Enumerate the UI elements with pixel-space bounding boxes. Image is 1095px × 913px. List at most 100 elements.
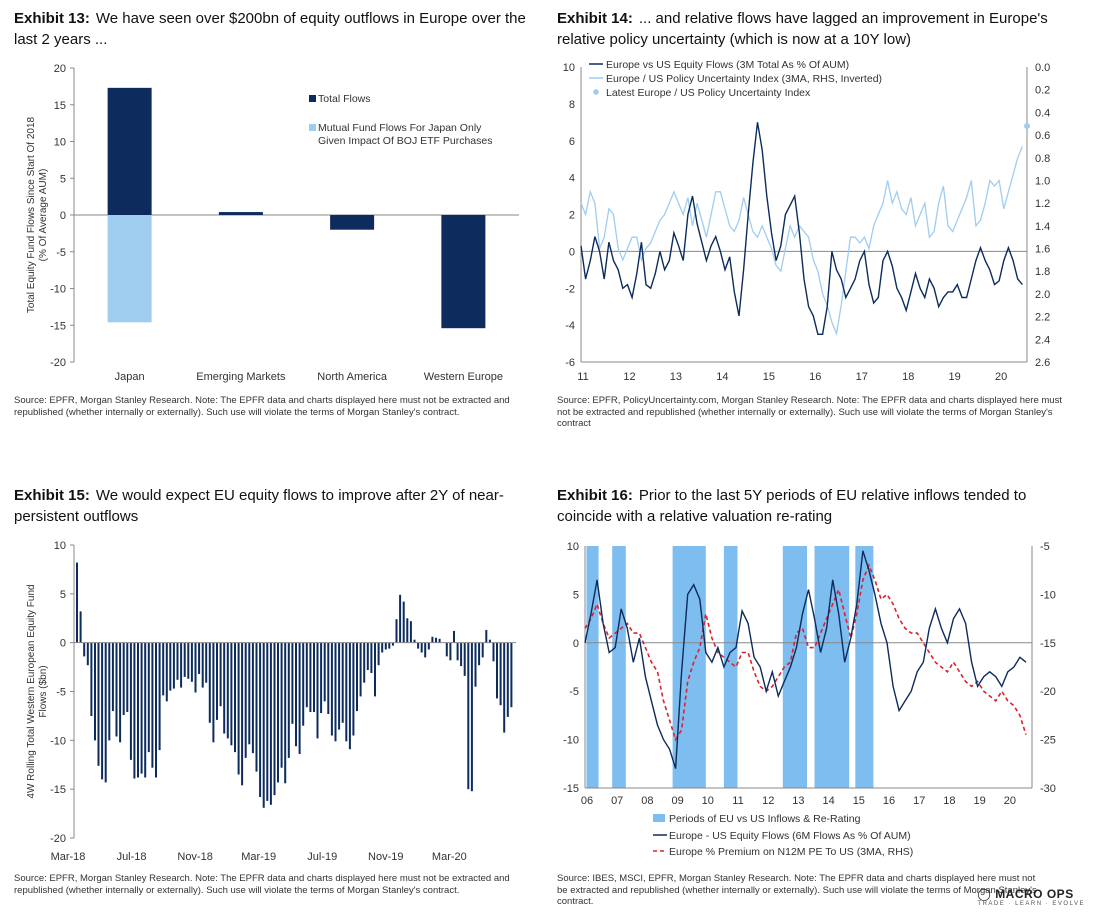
x-tick-label: Mar-20 — [432, 851, 467, 863]
bar-total-flows — [330, 215, 375, 230]
x-tick-label: 18 — [943, 795, 955, 807]
flow-bar — [295, 642, 297, 747]
flow-bar — [180, 642, 183, 688]
y2-tick-label: 1.0 — [1035, 175, 1050, 187]
flow-bar — [269, 642, 272, 805]
flow-bar — [302, 642, 305, 726]
flow-bar — [158, 642, 161, 751]
y-tick-label: 20 — [54, 63, 66, 75]
macro-ops-logo: ◯ MACRO OPS TRADE · LEARN · EVOLVE — [977, 887, 1085, 907]
equity-flows-line — [580, 122, 1023, 335]
flow-bar — [266, 642, 269, 801]
x-tick-label: 12 — [762, 795, 774, 807]
flow-bar — [420, 642, 423, 653]
exhibit-15-title: Exhibit 15: We would expect EU equity flo… — [14, 487, 504, 525]
flow-bar — [169, 642, 172, 691]
legend-swatch-mutual — [309, 124, 316, 131]
exhibit-13-title: Exhibit 13: We have seen over $200bn of e… — [14, 10, 526, 48]
flow-bar — [506, 642, 509, 717]
exhibit-14-source: Source: EPFR, PolicyUncertainty.com, Mor… — [557, 395, 1062, 429]
flow-bar — [147, 642, 150, 753]
flow-bar — [241, 642, 244, 786]
flow-bar — [165, 642, 168, 702]
y2-tick-label: 0.6 — [1035, 130, 1050, 142]
flow-bar — [492, 642, 495, 662]
equity-flows-line — [584, 550, 1027, 769]
flow-bar — [496, 642, 498, 699]
flow-bar — [413, 639, 416, 643]
y2-tick-label: -30 — [1040, 783, 1056, 795]
y2-tick-label: -25 — [1040, 735, 1056, 747]
flow-bar — [176, 642, 179, 680]
x-tick-label: 19 — [949, 371, 961, 383]
flow-bar — [97, 642, 100, 766]
logo-icon: ◯ — [977, 887, 996, 901]
exhibit-16-title: Exhibit 16: Prior to the last 5Y periods … — [557, 487, 1027, 525]
x-tick-label: 18 — [902, 371, 914, 383]
flow-bar — [251, 642, 254, 754]
y2-tick-label: 0.4 — [1035, 107, 1050, 119]
y2-tick-label: -15 — [1040, 638, 1056, 650]
y-tick-label: -20 — [50, 833, 66, 845]
flow-bar — [488, 639, 491, 643]
legend-label-latest: Latest Europe / US Policy Uncertainty In… — [606, 87, 811, 99]
flow-bar — [456, 642, 459, 661]
flow-bar — [259, 642, 262, 797]
flow-bar — [119, 642, 122, 743]
flow-bar — [320, 642, 323, 713]
y-tick-label: 8 — [569, 99, 575, 111]
x-tick-label: 14 — [716, 371, 728, 383]
x-category-label: North America — [317, 371, 388, 383]
legend-label-flows: Europe - US Equity Flows (6M Flows As % … — [669, 830, 911, 842]
flow-bar — [183, 642, 186, 677]
flow-bar — [366, 642, 369, 670]
x-tick-label: 08 — [641, 795, 653, 807]
flow-bar — [122, 642, 125, 715]
flow-bar — [305, 642, 308, 708]
flow-bar — [409, 621, 412, 643]
y-tick-label: 5 — [60, 173, 66, 185]
bar-total-flows — [218, 212, 263, 215]
y-tick-label: -5 — [56, 687, 66, 699]
x-tick-label: 13 — [792, 795, 804, 807]
y-tick-label: 15 — [54, 100, 66, 112]
y2-tick-label: 2.0 — [1035, 289, 1050, 301]
inflow-rerating-band — [855, 546, 874, 788]
x-category-label: Western Europe — [424, 371, 503, 383]
flow-bar — [313, 642, 315, 712]
flow-bar — [76, 562, 78, 643]
flow-bar — [391, 642, 394, 646]
y-tick-label: -10 — [50, 735, 66, 747]
flow-bar — [234, 642, 236, 753]
flow-bar — [155, 642, 157, 778]
flow-bar — [438, 638, 441, 643]
flow-bar — [359, 642, 362, 697]
x-tick-label: 15 — [853, 795, 865, 807]
x-category-label: Emerging Markets — [196, 371, 286, 383]
flow-bar — [280, 642, 283, 768]
flow-bar — [162, 642, 165, 696]
flow-bar — [86, 642, 89, 666]
x-category-label: Japan — [115, 371, 145, 383]
flow-bar — [237, 642, 240, 775]
flow-bar — [467, 642, 470, 790]
flow-bar — [485, 630, 488, 643]
bar-total-flows — [441, 215, 486, 329]
x-tick-label: Jul-18 — [117, 851, 147, 863]
flow-bar — [255, 642, 258, 772]
flow-bar — [499, 642, 502, 706]
y2-tick-label: -10 — [1040, 589, 1056, 601]
y-tick-label: 5 — [573, 589, 579, 601]
flow-bar — [115, 642, 118, 737]
y-tick-label: 0 — [573, 638, 579, 650]
y2-tick-label: 2.4 — [1035, 334, 1050, 346]
y-tick-label: 0 — [60, 210, 66, 222]
inflow-rerating-band — [723, 546, 738, 788]
x-tick-label: Mar-18 — [51, 851, 86, 863]
flow-bar — [399, 594, 402, 643]
legend-label-mutual: Mutual Fund Flows For Japan Only Given Im… — [318, 122, 492, 147]
flow-bar — [277, 642, 279, 783]
policy-uncertainty-line — [580, 146, 1024, 336]
exhibit-16-chart: 10 5 0 -5 -10 -15 -5 -10 -15 -20 -25 -30 06 07 08 09 10 1… — [563, 541, 1056, 858]
flow-bar — [338, 642, 341, 730]
